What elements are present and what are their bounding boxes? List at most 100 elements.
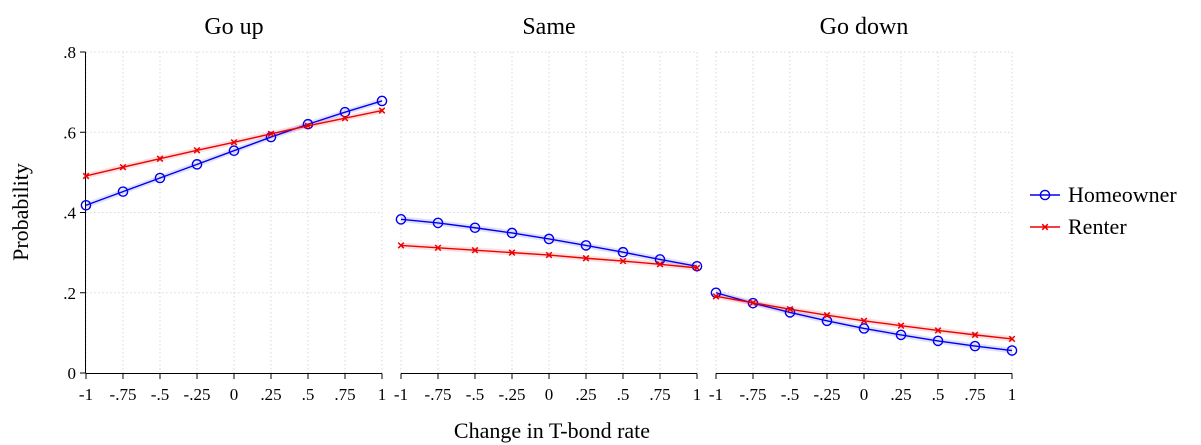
panel-title: Same xyxy=(522,14,575,40)
x-tick-label: .25 xyxy=(890,385,911,404)
homeowner-point xyxy=(228,145,240,157)
homeowner-point xyxy=(117,186,129,197)
x-tick-label: 0 xyxy=(860,385,869,404)
legend-item-renter: Renter xyxy=(1030,214,1127,239)
renter-point xyxy=(712,293,720,300)
x-tick-label: .25 xyxy=(575,385,596,404)
x-tick-label: .75 xyxy=(649,385,670,404)
y-tick-label: .8 xyxy=(63,43,76,62)
homeowner-point xyxy=(265,131,277,143)
x-axis-label: Change in T-bond rate xyxy=(454,418,650,443)
homeowner-point xyxy=(1006,345,1018,356)
homeowner-point xyxy=(932,335,944,347)
homeowner-point xyxy=(784,307,796,318)
y-axis-label: Probability xyxy=(8,163,33,261)
renter-point xyxy=(1008,335,1016,343)
panels: Go up -1 -.75 -.5 -.25 0 .25 .5 .75 1 0 .2 .4 .6 .8 Sam… xyxy=(63,14,1018,404)
y-tick-label: .4 xyxy=(63,204,76,223)
homeowner-line xyxy=(85,100,383,206)
homeowner-point xyxy=(895,329,907,341)
y-tick-label: .6 xyxy=(63,123,76,142)
renter-point xyxy=(934,327,942,334)
homeowner-point xyxy=(432,217,444,229)
renter-point xyxy=(897,322,905,329)
panel-go-down: Go down -1 -.75 -.5 -.25 0 .25 .5 .75 1 xyxy=(709,14,1018,404)
homeowner-point xyxy=(339,106,351,118)
homeowner-point xyxy=(858,323,870,334)
renter-point xyxy=(656,260,664,268)
x-tick-label: -.25 xyxy=(499,385,526,404)
x-tick-label: 1 xyxy=(378,385,387,404)
homeowner-point xyxy=(469,222,481,234)
panel-same: Same -1 -.75 -.5 -.25 0 .25 .5 .75 1 xyxy=(394,14,703,404)
renter-point xyxy=(749,299,757,307)
renter-point xyxy=(823,311,831,319)
x-tick-label: 1 xyxy=(693,385,702,404)
x-tick-label: -.5 xyxy=(781,385,799,404)
homeowner-point xyxy=(191,159,203,170)
homeowner-point xyxy=(395,214,407,225)
x-tick-label: -1 xyxy=(79,385,93,404)
homeowner-line xyxy=(715,292,1013,352)
panel-title: Go down xyxy=(820,14,909,40)
y-tick-label: .2 xyxy=(63,284,76,303)
renter-point xyxy=(304,122,312,130)
renter-point xyxy=(860,317,868,325)
renter-point xyxy=(267,130,275,138)
renter-point xyxy=(545,251,553,259)
y-tick-label: 0 xyxy=(68,364,77,383)
x-tick-label: .25 xyxy=(260,385,281,404)
renter-point xyxy=(619,257,627,265)
x-tick-label: -.75 xyxy=(740,385,767,404)
renter-point xyxy=(434,244,442,252)
homeowner-point xyxy=(376,95,388,107)
renter-point xyxy=(230,138,238,146)
x-tick-label: 0 xyxy=(545,385,554,404)
x-tick-label: -.25 xyxy=(814,385,841,404)
homeowner-confidence-band xyxy=(401,216,697,270)
homeowner-point xyxy=(506,227,518,239)
x-tick-label: 0 xyxy=(230,385,239,404)
panel-title: Go up xyxy=(204,14,263,40)
homeowner-point xyxy=(691,260,703,272)
renter-point xyxy=(378,107,386,114)
x-tick-label: -.5 xyxy=(466,385,484,404)
renter-point xyxy=(508,249,516,256)
x-tick-label: .75 xyxy=(334,385,355,404)
x-tick-label: -1 xyxy=(709,385,723,404)
panel-go-up: Go up -1 -.75 -.5 -.25 0 .25 .5 .75 1 0 .2 .4 .6 .8 xyxy=(63,14,388,404)
renter-point xyxy=(156,155,164,163)
renter-point xyxy=(341,114,349,122)
legend-marker xyxy=(1039,189,1051,201)
x-tick-label: -1 xyxy=(394,385,408,404)
legend-marker xyxy=(1041,223,1049,231)
legend-item-homeowner: Homeowner xyxy=(1030,182,1177,207)
x-tick-label: .5 xyxy=(617,385,630,404)
x-tick-label: -.75 xyxy=(110,385,137,404)
x-tick-label: -.25 xyxy=(184,385,211,404)
renter-point xyxy=(786,305,794,313)
renter-point xyxy=(397,242,405,249)
homeowner-line xyxy=(400,218,698,267)
homeowner-point xyxy=(580,240,592,251)
homeowner-point xyxy=(80,199,92,211)
legend: Homeowner Renter xyxy=(1030,182,1177,239)
renter-point xyxy=(119,163,127,171)
x-tick-label: -.5 xyxy=(151,385,169,404)
legend-label: Renter xyxy=(1068,214,1127,239)
homeowner-point xyxy=(543,233,555,245)
x-tick-label: -.75 xyxy=(425,385,452,404)
x-tick-label: .5 xyxy=(302,385,315,404)
homeowner-point xyxy=(617,246,629,258)
renter-point xyxy=(971,331,979,339)
renter-point xyxy=(693,264,701,272)
renter-point xyxy=(82,172,90,180)
x-tick-label: .75 xyxy=(964,385,985,404)
legend-label: Homeowner xyxy=(1068,182,1177,207)
homeowner-point xyxy=(969,340,981,352)
homeowner-point xyxy=(154,172,166,184)
renter-point xyxy=(471,246,479,254)
renter-point xyxy=(582,254,590,262)
x-tick-label: 1 xyxy=(1008,385,1017,404)
